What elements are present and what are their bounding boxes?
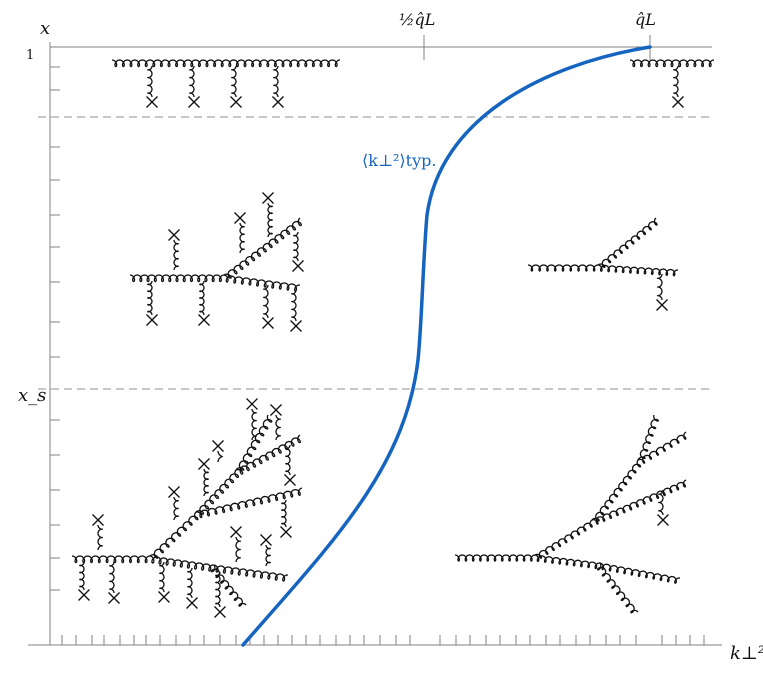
gluon-line	[223, 217, 302, 279]
gluon-line	[195, 487, 303, 519]
gluon-line	[149, 555, 215, 572]
gluon-line	[272, 65, 279, 98]
gluon-line	[599, 562, 681, 584]
gluon-line	[188, 65, 195, 98]
scattering-center-cross	[146, 314, 158, 326]
gluon-line	[591, 479, 687, 525]
y-axis-label: x	[40, 18, 51, 39]
gluon-line	[159, 561, 165, 593]
scattering-center-cross	[672, 96, 684, 108]
gluon-line	[637, 414, 659, 461]
typical-kt-label: ⟨k⊥²⟩typ.	[362, 151, 437, 170]
scattering-center-cross	[198, 458, 210, 470]
gluon-line	[290, 289, 297, 322]
x-axis-label: k⊥²	[730, 643, 763, 664]
gluon-line	[173, 496, 180, 521]
axes	[28, 35, 722, 646]
gluon-line	[108, 561, 115, 594]
scattering-center-cross	[270, 404, 282, 416]
gluon-line	[275, 414, 282, 441]
gluon-line	[235, 414, 273, 471]
gluon-line	[129, 274, 225, 283]
gluon-line	[629, 59, 715, 68]
scattering-center-cross	[284, 474, 296, 486]
scattering-center-cross	[234, 212, 246, 224]
scattering-center-cross	[186, 597, 198, 609]
gluon-line	[215, 571, 221, 608]
gluon-line	[235, 536, 242, 563]
scattering-center-cross	[280, 526, 292, 538]
gluon-line	[251, 408, 258, 441]
scattering-center-cross	[212, 440, 224, 452]
gluon-line	[591, 459, 642, 522]
gluon-line	[187, 567, 193, 599]
scattering-center-cross	[78, 589, 90, 601]
scattering-center-cross	[292, 260, 304, 272]
gluon-line	[597, 217, 658, 269]
scattering-center-cross	[262, 317, 274, 329]
typical-kt-curve	[241, 45, 652, 647]
scattering-center-cross	[230, 96, 242, 108]
gluon-line	[527, 264, 599, 272]
gluon-line	[71, 555, 151, 564]
gluon-line	[534, 519, 593, 559]
gluon-line	[111, 59, 341, 68]
gluon-line	[199, 280, 205, 316]
scattering-center-cross	[657, 514, 669, 526]
gluon-line	[262, 284, 269, 319]
gluon-line	[217, 450, 224, 463]
scattering-center-cross	[168, 229, 180, 241]
gluon-line	[597, 264, 679, 277]
gluon-line	[239, 222, 245, 254]
scattering-center-cross	[188, 96, 200, 108]
gluon-line	[223, 274, 301, 292]
gluon-line	[293, 231, 299, 262]
scattering-center-cross	[108, 592, 120, 604]
gluon-line	[173, 239, 179, 271]
scattering-center-cross	[214, 606, 226, 618]
y-tick-xs-label: x_s	[18, 385, 47, 406]
x-tick-qL-label: q̂L	[635, 10, 656, 29]
gluon-line	[285, 444, 291, 476]
gluon-line	[79, 561, 85, 591]
y-minor-ticks	[50, 66, 60, 591]
scattering-center-cross	[262, 192, 274, 204]
x-tick-half-qL-label: ½q̂L	[399, 10, 436, 29]
gluon-line	[213, 564, 289, 582]
x-minor-ticks	[61, 635, 705, 645]
gluon-line	[97, 524, 104, 551]
scattering-center-cross	[246, 398, 258, 410]
gluon-line	[454, 554, 536, 562]
scattering-center-cross	[272, 96, 284, 108]
gluon-line	[265, 544, 271, 567]
gluon-line	[267, 202, 273, 238]
gluon-line	[146, 65, 153, 98]
gluon-line	[656, 273, 663, 301]
gluon-line	[230, 65, 237, 98]
scattering-center-cross	[230, 526, 242, 538]
gluon-line	[195, 469, 240, 515]
scattering-center-cross	[146, 96, 158, 108]
scattering-center-cross	[290, 320, 302, 332]
scattering-center-cross	[158, 591, 170, 603]
gluon-cascade-diagrams	[71, 59, 715, 618]
gluon-line	[147, 280, 153, 316]
gluon-line	[149, 511, 199, 559]
gluon-line	[657, 489, 664, 516]
scattering-center-cross	[92, 514, 104, 526]
scattering-center-cross	[168, 486, 180, 498]
gluon-line	[637, 431, 687, 464]
scattering-center-cross	[260, 534, 272, 546]
gluon-line	[235, 434, 301, 475]
scattering-center-cross	[656, 299, 668, 311]
scattering-center-cross	[198, 314, 210, 326]
gluon-line	[203, 468, 209, 497]
gluon-line	[281, 499, 287, 528]
y-tick-1-label: 1	[26, 48, 35, 63]
gluon-line	[596, 562, 639, 614]
gluon-line	[534, 554, 601, 570]
gluon-line	[672, 65, 679, 98]
